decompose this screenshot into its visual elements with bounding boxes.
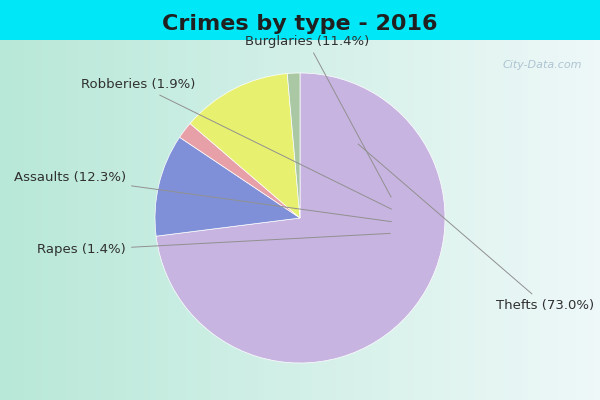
Wedge shape <box>155 137 300 236</box>
Text: Assaults (12.3%): Assaults (12.3%) <box>14 171 391 222</box>
Wedge shape <box>179 124 300 218</box>
Wedge shape <box>287 73 300 218</box>
Text: Rapes (1.4%): Rapes (1.4%) <box>37 233 390 256</box>
Wedge shape <box>190 74 300 218</box>
Text: Robberies (1.9%): Robberies (1.9%) <box>81 78 391 209</box>
Text: Crimes by type - 2016: Crimes by type - 2016 <box>162 14 438 34</box>
Text: City-Data.com: City-Data.com <box>503 60 582 70</box>
Wedge shape <box>156 73 445 363</box>
Text: Thefts (73.0%): Thefts (73.0%) <box>358 144 594 312</box>
Text: Burglaries (11.4%): Burglaries (11.4%) <box>245 35 391 197</box>
